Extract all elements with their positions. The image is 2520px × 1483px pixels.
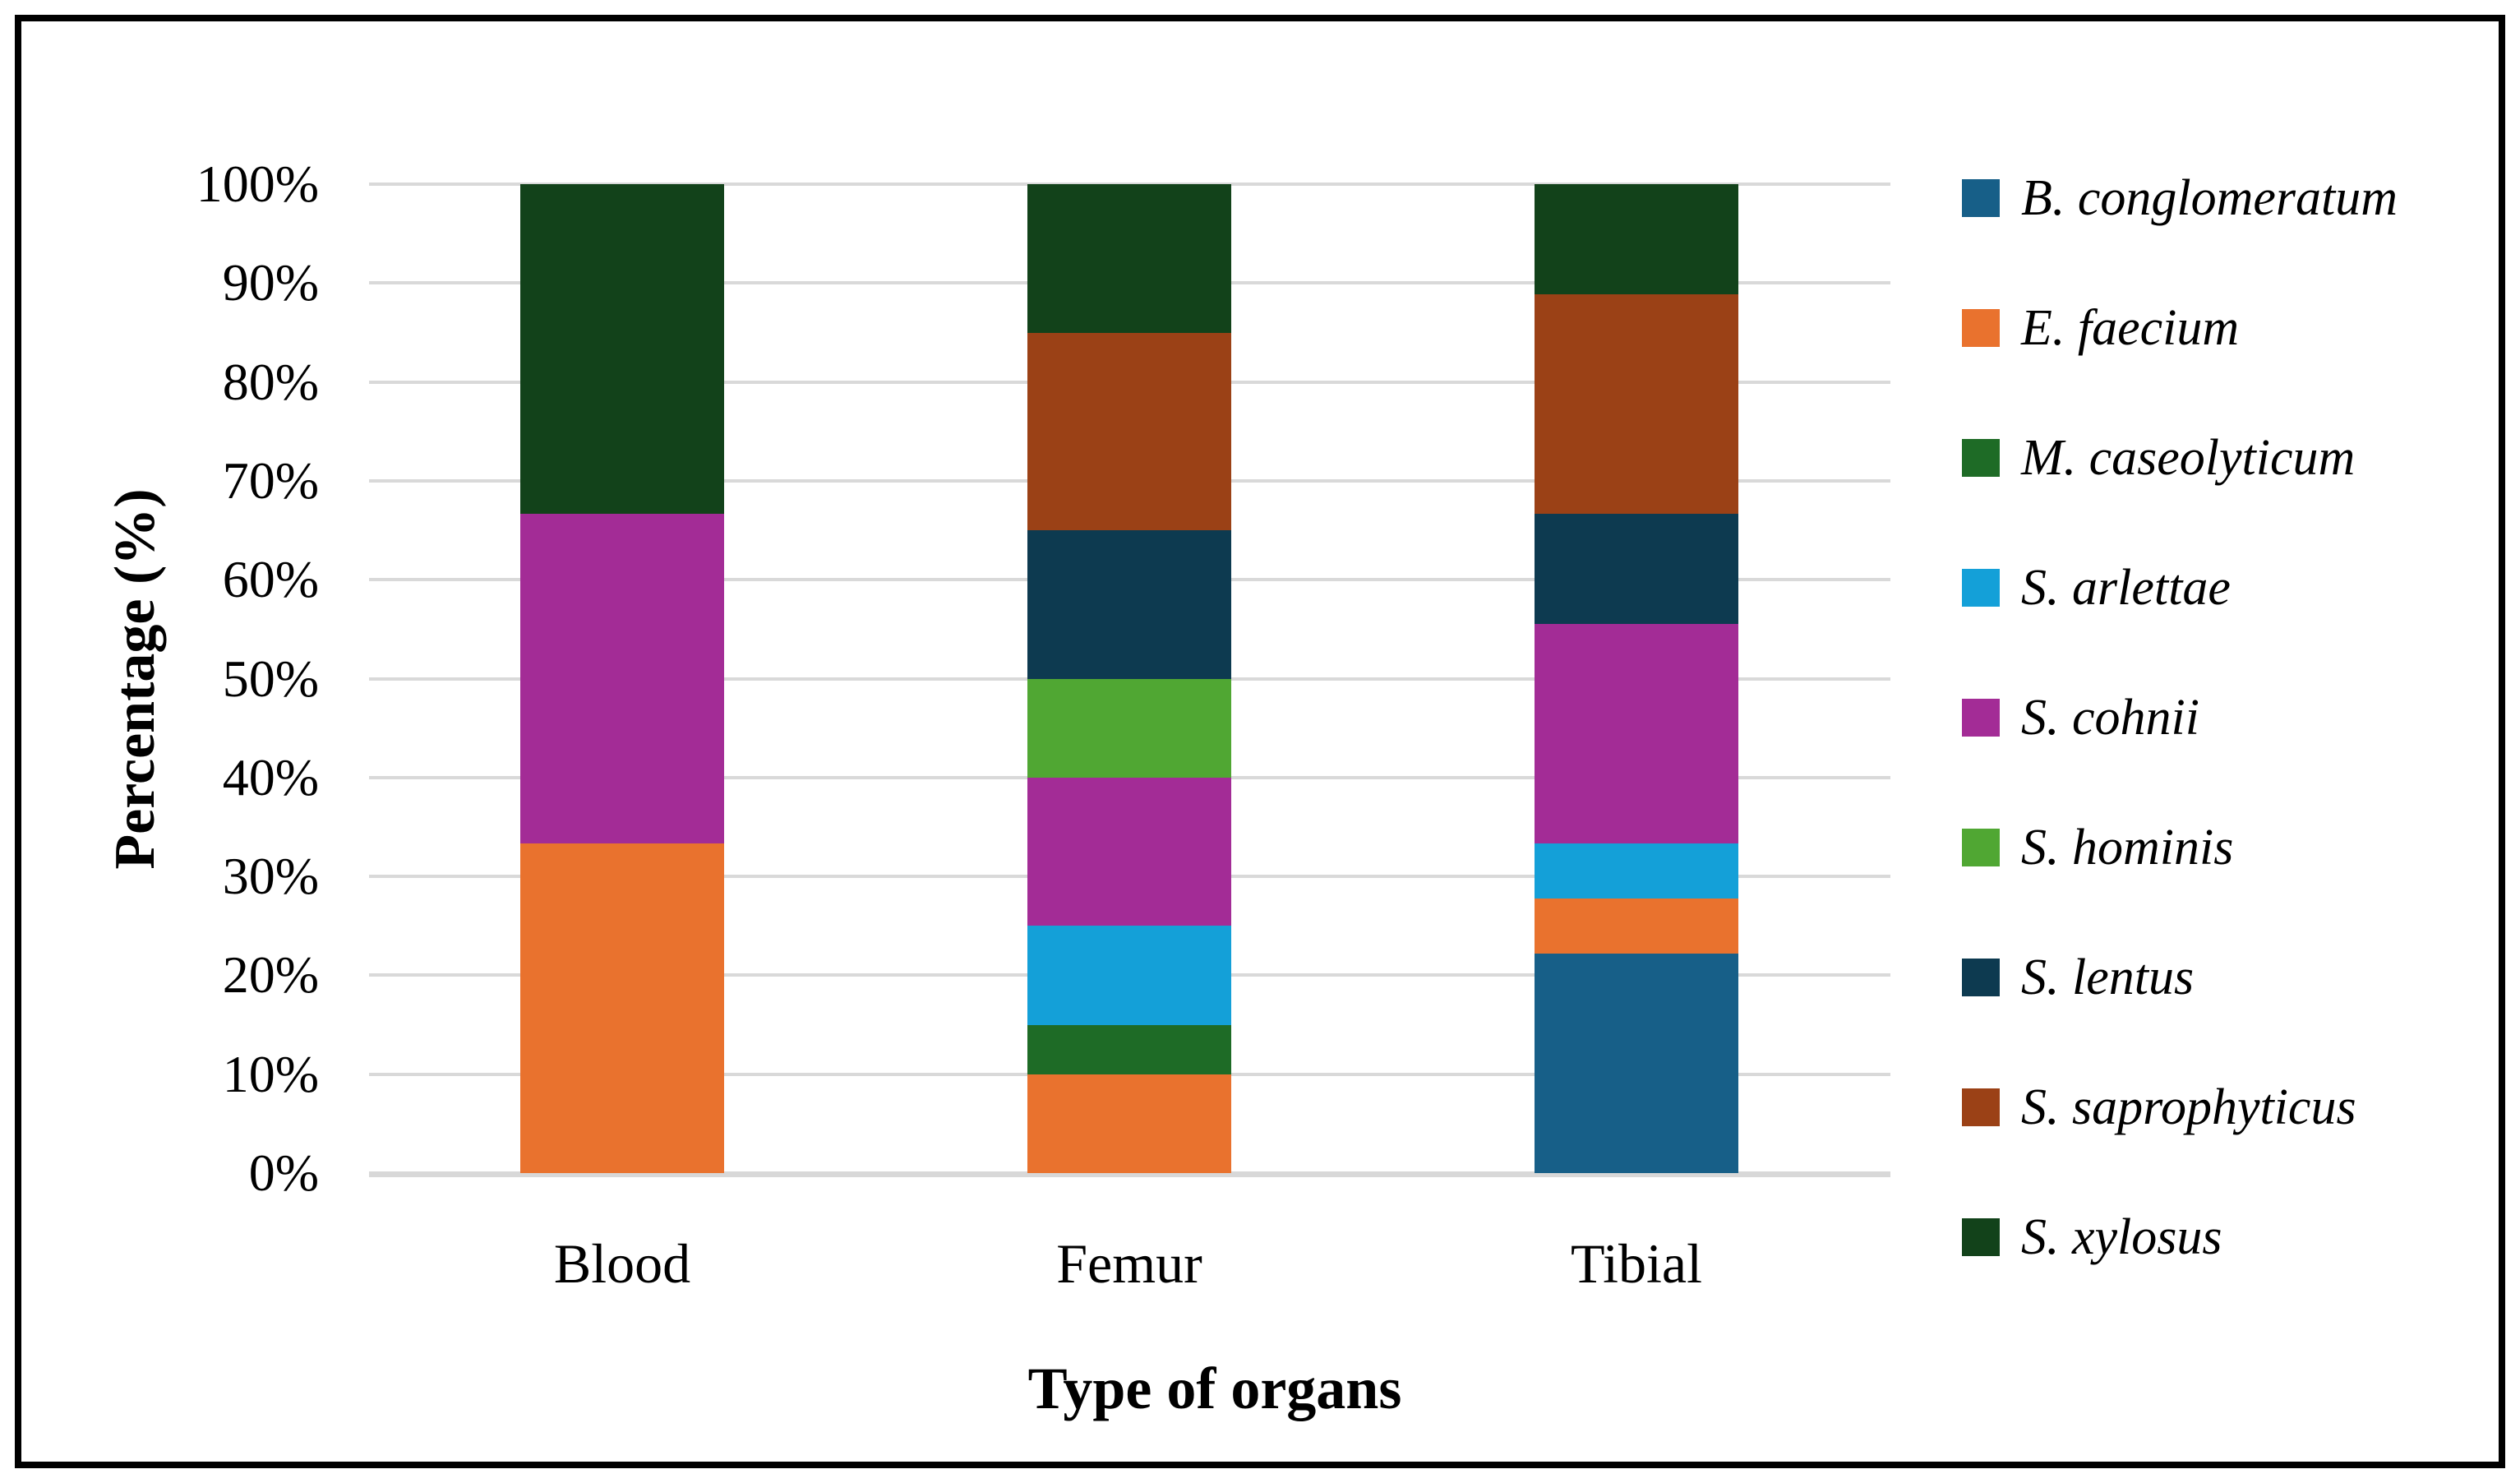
plot-area — [369, 182, 1890, 1177]
legend-item: S. arlettae — [1962, 559, 2398, 617]
x-category-label-femur: Femur — [1056, 1232, 1202, 1295]
y-tick-label: 30% — [222, 847, 319, 906]
bar-segment-s-cohnii — [1027, 777, 1231, 926]
y-tick-label: 50% — [222, 649, 319, 708]
y-tick-label: 90% — [222, 253, 319, 312]
bar-segment-s-cohnii — [1535, 623, 1738, 843]
legend-label: S. cohnii — [2021, 689, 2199, 746]
legend-label: S. arlettae — [2021, 559, 2231, 616]
x-axis-baseline — [369, 1171, 1890, 1177]
legend-swatch — [1962, 1218, 2000, 1256]
legend-swatch — [1962, 699, 2000, 737]
bar-segment-s-hominis — [1027, 678, 1231, 778]
legend-item: S. lentus — [1962, 949, 2398, 1006]
legend-swatch — [1962, 959, 2000, 996]
bar-segment-s-xylosus — [1027, 184, 1231, 333]
bar-segment-s-lentus — [1535, 514, 1738, 624]
y-tick-label: 60% — [222, 550, 319, 609]
bar-segment-s-xylosus — [1535, 184, 1738, 294]
bar-segment-s-arlettae — [1535, 843, 1738, 899]
x-category-label-blood: Blood — [553, 1232, 691, 1295]
bar-segment-s-lentus — [1027, 530, 1231, 679]
legend-label: S. hominis — [2021, 819, 2234, 875]
bar-segment-e-faecium — [1535, 898, 1738, 954]
legend-item: S. saprophyticus — [1962, 1079, 2398, 1136]
x-category-label-tibial: Tibial — [1570, 1232, 1702, 1295]
bar-segment-s-arlettae — [1027, 926, 1231, 1025]
legend-label: S. lentus — [2021, 949, 2195, 1005]
bar-segment-m-caseolyticum — [1027, 1024, 1231, 1074]
legend-item: E. faecium — [1962, 299, 2398, 357]
legend-swatch — [1962, 1088, 2000, 1126]
y-tick-label: 80% — [222, 352, 319, 411]
bar-segment-e-faecium — [1027, 1074, 1231, 1173]
y-tick-label: 100% — [196, 155, 319, 213]
legend-swatch — [1962, 439, 2000, 477]
legend-item: S. hominis — [1962, 819, 2398, 876]
legend-swatch — [1962, 309, 2000, 347]
legend-item: B. conglomeratum — [1962, 169, 2398, 227]
legend-item: M. caseolyticum — [1962, 429, 2398, 487]
legend: B. conglomeratum E. faecium M. caseolyticu… — [1962, 169, 2398, 1338]
x-axis-title: Type of organs — [1027, 1356, 1402, 1421]
legend-label: E. faecium — [2021, 299, 2240, 356]
bar-segment-s-saprophyticus — [1535, 293, 1738, 515]
legend-swatch — [1962, 829, 2000, 866]
y-tick-label: 0% — [248, 1143, 319, 1202]
legend-label: S. saprophyticus — [2021, 1079, 2356, 1135]
y-tick-label: 70% — [222, 450, 319, 510]
y-tick-label: 20% — [222, 945, 319, 1005]
legend-item: S. cohnii — [1962, 689, 2398, 746]
bar-segment-s-saprophyticus — [1027, 332, 1231, 531]
bar-femur — [1027, 184, 1231, 1173]
legend-label: M. caseolyticum — [2021, 429, 2356, 486]
bar-segment-s-cohnii — [520, 514, 724, 844]
legend-item: S. xylosus — [1962, 1208, 2398, 1266]
bar-segment-e-faecium — [520, 843, 724, 1173]
y-tick-label: 10% — [222, 1044, 319, 1103]
legend-swatch — [1962, 179, 2000, 217]
legend-swatch — [1962, 569, 2000, 607]
bar-tibial — [1535, 184, 1738, 1173]
bar-segment-s-xylosus — [520, 184, 724, 515]
legend-label: S. xylosus — [2021, 1208, 2222, 1265]
y-tick-label: 40% — [222, 747, 319, 806]
bar-blood — [520, 184, 724, 1173]
bar-segment-b-conglomeratum — [1535, 953, 1738, 1173]
legend-label: B. conglomeratum — [2021, 169, 2398, 226]
gridline — [369, 182, 1890, 186]
